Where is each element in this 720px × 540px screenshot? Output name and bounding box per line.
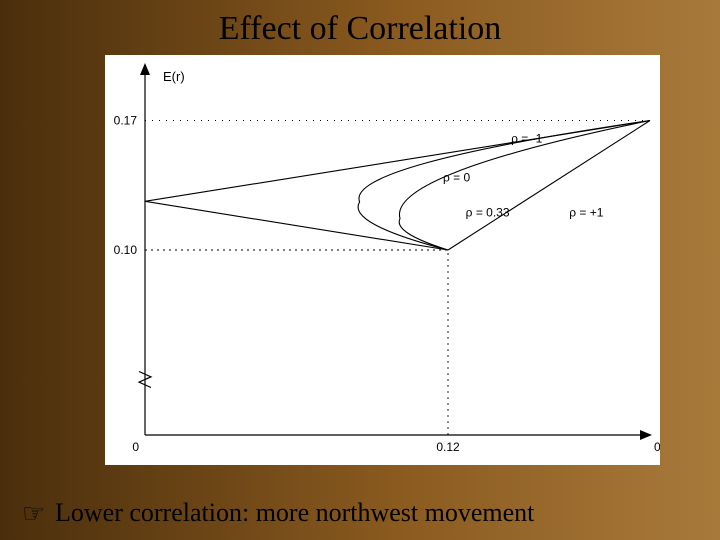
slide-title: Effect of Correlation: [0, 10, 720, 48]
chart-svg: E(r)0.100.1700.120ρ = -1ρ = 0ρ = 0.33ρ =…: [105, 55, 660, 465]
bullet-pointer-icon: ☞: [22, 498, 45, 529]
svg-text:0.12: 0.12: [436, 440, 460, 454]
svg-text:0.10: 0.10: [114, 243, 138, 257]
svg-text:0: 0: [654, 440, 660, 454]
svg-text:0: 0: [132, 440, 139, 454]
svg-text:0.17: 0.17: [114, 114, 138, 128]
svg-text:ρ = 0: ρ = 0: [443, 171, 471, 185]
bullet-text: Lower correlation: more northwest moveme…: [55, 498, 534, 528]
slide: Effect of Correlation E(r) 0.10 0.17 0 0.12 0…: [0, 0, 720, 540]
svg-text:ρ = +1: ρ = +1: [569, 206, 604, 220]
svg-text:ρ = 0.33: ρ = 0.33: [466, 206, 510, 220]
svg-text:E(r): E(r): [163, 69, 185, 84]
chart-area: E(r)0.100.1700.120ρ = -1ρ = 0ρ = 0.33ρ =…: [105, 55, 660, 465]
